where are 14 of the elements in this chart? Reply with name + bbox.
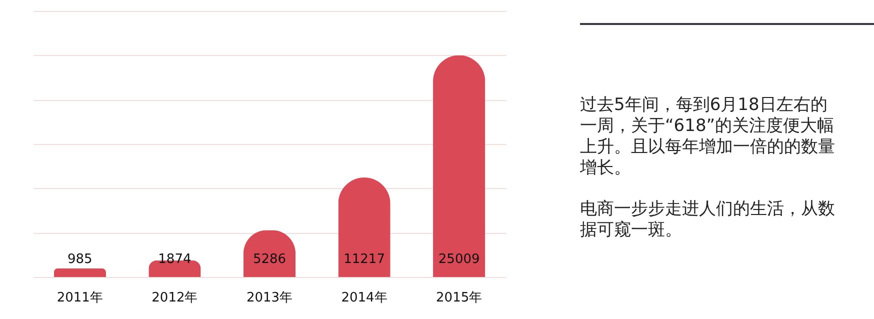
x-tick-label: 2015年 [436,290,482,306]
x-tick-label: 2014年 [341,290,388,306]
data-label: 25009 [438,252,480,267]
x-tick-label: 2012年 [152,290,198,306]
x-tick-label: 2013年 [246,290,293,306]
x-tick-label: 2011年 [56,290,103,306]
text: 电商一步步走进人们的生活，从数据可窥一斑。 [580,199,836,241]
bar [54,268,106,277]
data-label: 5286 [252,252,286,267]
bar [433,55,486,277]
bar [338,178,390,277]
data-label: 11217 [344,252,385,267]
data-label: 985 [68,252,92,267]
text: 过去5年间，每到6月18日左右的一周，关于“618”的关注度便大幅上升。且以每年增加一倍的的数量增长。 [580,95,836,179]
